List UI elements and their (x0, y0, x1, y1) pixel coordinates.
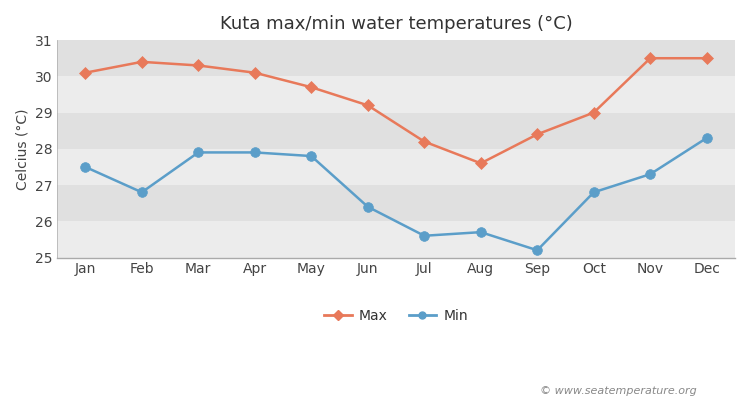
Max (251, 70, 260, 75)
Max (81, 70, 90, 75)
Bar (57, 112, 735, 149)
Min (532, 248, 542, 253)
Bar (57, 76, 735, 112)
Min (590, 190, 598, 195)
Bar (57, 221, 735, 258)
Min (307, 154, 316, 158)
Min (702, 136, 711, 140)
Line: Max: Max (81, 54, 711, 168)
Y-axis label: Celcius (°C): Celcius (°C) (15, 108, 29, 190)
Min (420, 233, 429, 238)
Min (476, 230, 485, 234)
Min (81, 164, 90, 169)
Bar (57, 149, 735, 185)
Bar (57, 185, 735, 221)
Title: Kuta max/min water temperatures (°C): Kuta max/min water temperatures (°C) (220, 15, 572, 33)
Bar (57, 40, 735, 76)
Text: © www.seatemperature.org: © www.seatemperature.org (540, 386, 697, 396)
Max (363, 103, 372, 108)
Max (590, 110, 598, 115)
Max (646, 56, 655, 61)
Max (702, 56, 711, 61)
Max (137, 60, 146, 64)
Min (646, 172, 655, 176)
Max (420, 139, 429, 144)
Min (137, 190, 146, 195)
Max (194, 63, 202, 68)
Max (476, 161, 485, 166)
Max (307, 85, 316, 90)
Line: Min: Min (80, 133, 712, 255)
Min (251, 150, 260, 155)
Max (532, 132, 542, 137)
Min (194, 150, 202, 155)
Min (363, 204, 372, 209)
Legend: Max, Min: Max, Min (319, 304, 473, 329)
